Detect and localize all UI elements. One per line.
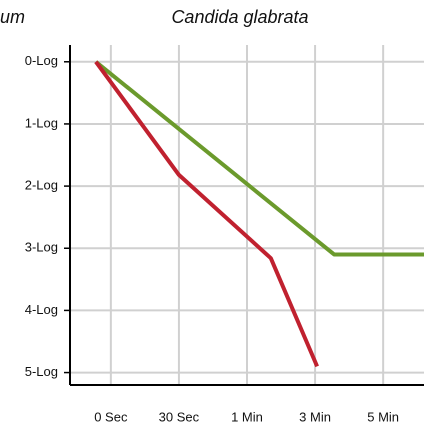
y-tick-label: 3-Log — [25, 240, 58, 255]
y-tick-label: 4-Log — [25, 302, 58, 317]
series-line — [94, 60, 319, 368]
y-tick-label: 2-Log — [25, 178, 58, 193]
y-tick-label: 0-Log — [25, 53, 58, 68]
chart-title: Candida glabrata — [171, 7, 308, 27]
x-tick-label: 3 Min — [299, 409, 331, 424]
x-tick-label: 30 Sec — [159, 409, 200, 424]
y-tick-label: 1-Log — [25, 115, 58, 130]
x-tick-label: 5 Min — [367, 409, 399, 424]
x-tick-label: 0 Sec — [94, 409, 128, 424]
x-tick-label: 1 Min — [231, 409, 263, 424]
annotation: um — [0, 7, 25, 27]
series-line — [94, 60, 424, 257]
y-tick-label: 5-Log — [25, 364, 58, 379]
